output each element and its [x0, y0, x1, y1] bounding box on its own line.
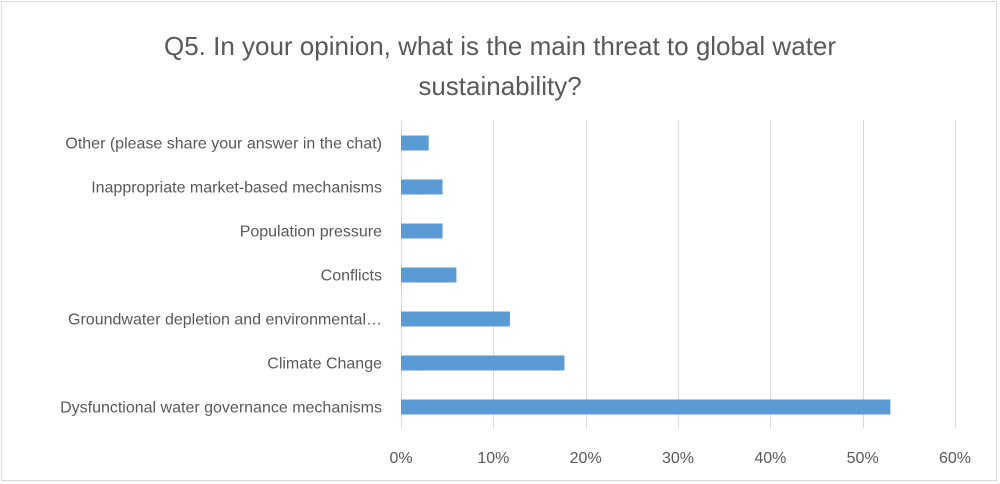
bar	[401, 135, 429, 151]
category-label: Groundwater depletion and environmental…	[68, 312, 382, 329]
category-label: Population pressure	[240, 224, 382, 241]
bar	[401, 179, 443, 195]
x-tick-labels: 0% 10% 20% 30% 40% 50% 60%	[389, 450, 971, 467]
x-tick-label: 10%	[477, 450, 509, 467]
bar	[401, 399, 891, 415]
category-label: Other (please share your answer in the c…	[65, 136, 382, 153]
bar	[401, 223, 443, 239]
bar	[401, 267, 457, 283]
category-label: Conflicts	[321, 268, 382, 285]
bar	[401, 311, 510, 327]
x-tick-label: 0%	[389, 450, 412, 467]
category-label: Dysfunctional water governance mechanism…	[60, 400, 382, 417]
x-tick-label: 40%	[754, 450, 786, 467]
x-tick-label: 50%	[847, 450, 879, 467]
chart-title: Q5. In your opinion, what is the main th…	[163, 31, 837, 101]
category-labels: Other (please share your answer in the c…	[60, 136, 382, 417]
bars	[401, 135, 891, 415]
category-label: Climate Change	[267, 356, 382, 373]
gridlines	[401, 120, 956, 428]
category-label: Inappropriate market-based mechanisms	[91, 180, 382, 197]
x-tick-label: 60%	[939, 450, 971, 467]
x-tick-label: 20%	[570, 450, 602, 467]
bar	[401, 355, 565, 371]
x-tick-label: 30%	[662, 450, 694, 467]
